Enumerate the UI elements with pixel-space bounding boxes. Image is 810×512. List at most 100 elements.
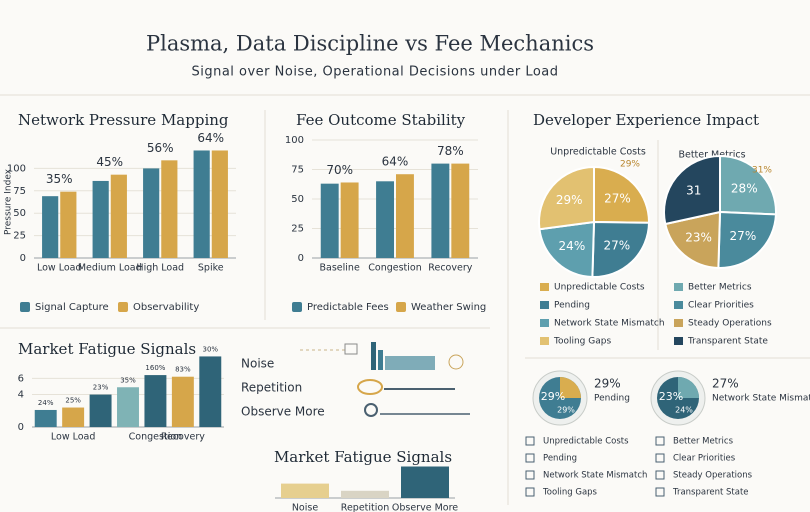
bar-annotation: 70% [326,163,353,177]
legend-label: Observability [133,302,199,313]
slice-label: 31 [686,183,701,197]
bar [199,356,222,427]
pie-subtitle: Better Metrics [678,150,745,161]
y-tick-label: 50 [13,208,26,219]
pie-slice [591,220,651,278]
bar [211,150,228,258]
pie-slice [719,154,777,216]
bar [144,375,167,427]
bar-annotation: 160% [145,364,165,372]
y-tick-label: 50 [291,194,304,205]
decoration [364,403,378,417]
y-tick-label: 100 [7,163,26,174]
bar [340,182,359,258]
bar [401,466,449,498]
y-axis-label: Pressure Index [4,168,14,235]
pie-slice [664,210,722,270]
bar [161,160,178,258]
x-tick-label: Low Load [51,432,96,443]
x-tick-label: Congestion [129,432,183,443]
chip-value: 27% [712,377,739,391]
chip-value: 29% [594,377,621,391]
y-tick-label: 75 [13,186,26,197]
legend-icon [655,436,665,446]
pie-slice [538,220,596,279]
chip-inner: 23% [659,390,683,403]
bar [89,394,112,427]
legend-swatch [118,302,128,312]
y-tick-label: 6 [18,373,24,384]
x-tick-label: Spike [198,263,224,274]
y-tick-label: 4 [18,390,24,401]
bar [281,483,329,498]
y-tick-label: 25 [291,224,304,235]
chart-title: Fee Outcome Stability [296,111,466,129]
x-tick-label: Low Load [37,263,82,274]
legend-label: Better Metrics [673,437,734,447]
x-tick-label: Recovery [428,263,472,274]
slice-label: 27% [604,191,631,205]
slice-label: 27% [603,238,630,252]
legend-swatch [540,319,549,327]
chip-label: Pending [594,394,630,404]
legend-label: Weather Swing [411,302,486,313]
signal-list [300,342,470,417]
legend-label: Network State Mismatch [554,319,665,329]
legend-swatch [20,302,30,312]
x-tick-label: Medium Load [78,263,142,274]
decoration [344,343,358,355]
decoration [357,379,383,395]
decoration [448,354,464,370]
x-tick-label: High Load [136,263,184,274]
slice-label: 27% [730,229,757,243]
legend-icon [525,470,535,480]
legend-label: Pending [543,454,577,464]
bar-annotation: 23% [93,384,109,392]
legend-label: Predictable Fees [307,302,389,313]
y-tick-label: 25 [13,231,26,242]
bar-annotation: 83% [175,366,191,374]
bar-annotation: 24% [38,399,54,407]
page-title: Plasma, Data Discipline vs Fee Mechanics [146,32,594,56]
chip-wedge [560,377,581,398]
bar-annotation: 45% [96,155,123,169]
chip-inner: 29% [557,406,575,415]
signal-label: Noise [241,357,274,371]
x-tick-label: Noise [292,503,319,512]
bar-annotation: 30% [203,345,219,353]
bar [376,181,394,258]
y-tick-label: 75 [291,165,304,176]
y-tick-label: 100 [285,135,304,146]
legend-icon [655,453,665,463]
y-tick-label: 0 [18,422,24,433]
legend-label: Steady Operations [688,319,772,329]
chart-title: Market Fatigue Signals [18,340,196,358]
x-tick-label: Baseline [320,263,360,274]
slice-label: 28% [731,181,758,195]
legend-icon [655,487,665,497]
slice-label: 29% [556,193,583,207]
bar [34,409,57,427]
bar-annotation: 35% [120,376,136,384]
legend-label: Clear Priorities [673,454,736,464]
chip-label: Network State Mismatch [712,394,810,404]
legend-swatch [396,302,406,312]
legend-icon [525,487,535,497]
legend-label: Transparent State [687,337,768,347]
bar [62,407,85,427]
pie-callout: 31% [752,166,772,176]
legend-icon [525,453,535,463]
bar [320,183,339,258]
legend-label: Unpredictable Costs [554,283,645,293]
bar-annotation: 25% [65,397,81,405]
chip-inner: 24% [675,406,693,415]
legend-swatch [540,283,549,291]
bar-annotation: 56% [147,141,174,155]
legend-label: Tooling Gaps [553,337,611,347]
slice-label: 23% [685,230,712,244]
chart-title: Network Pressure Mapping [18,111,229,129]
legend-swatch [674,337,683,345]
legend-label: Clear Priorities [688,301,754,311]
bar [110,174,127,258]
